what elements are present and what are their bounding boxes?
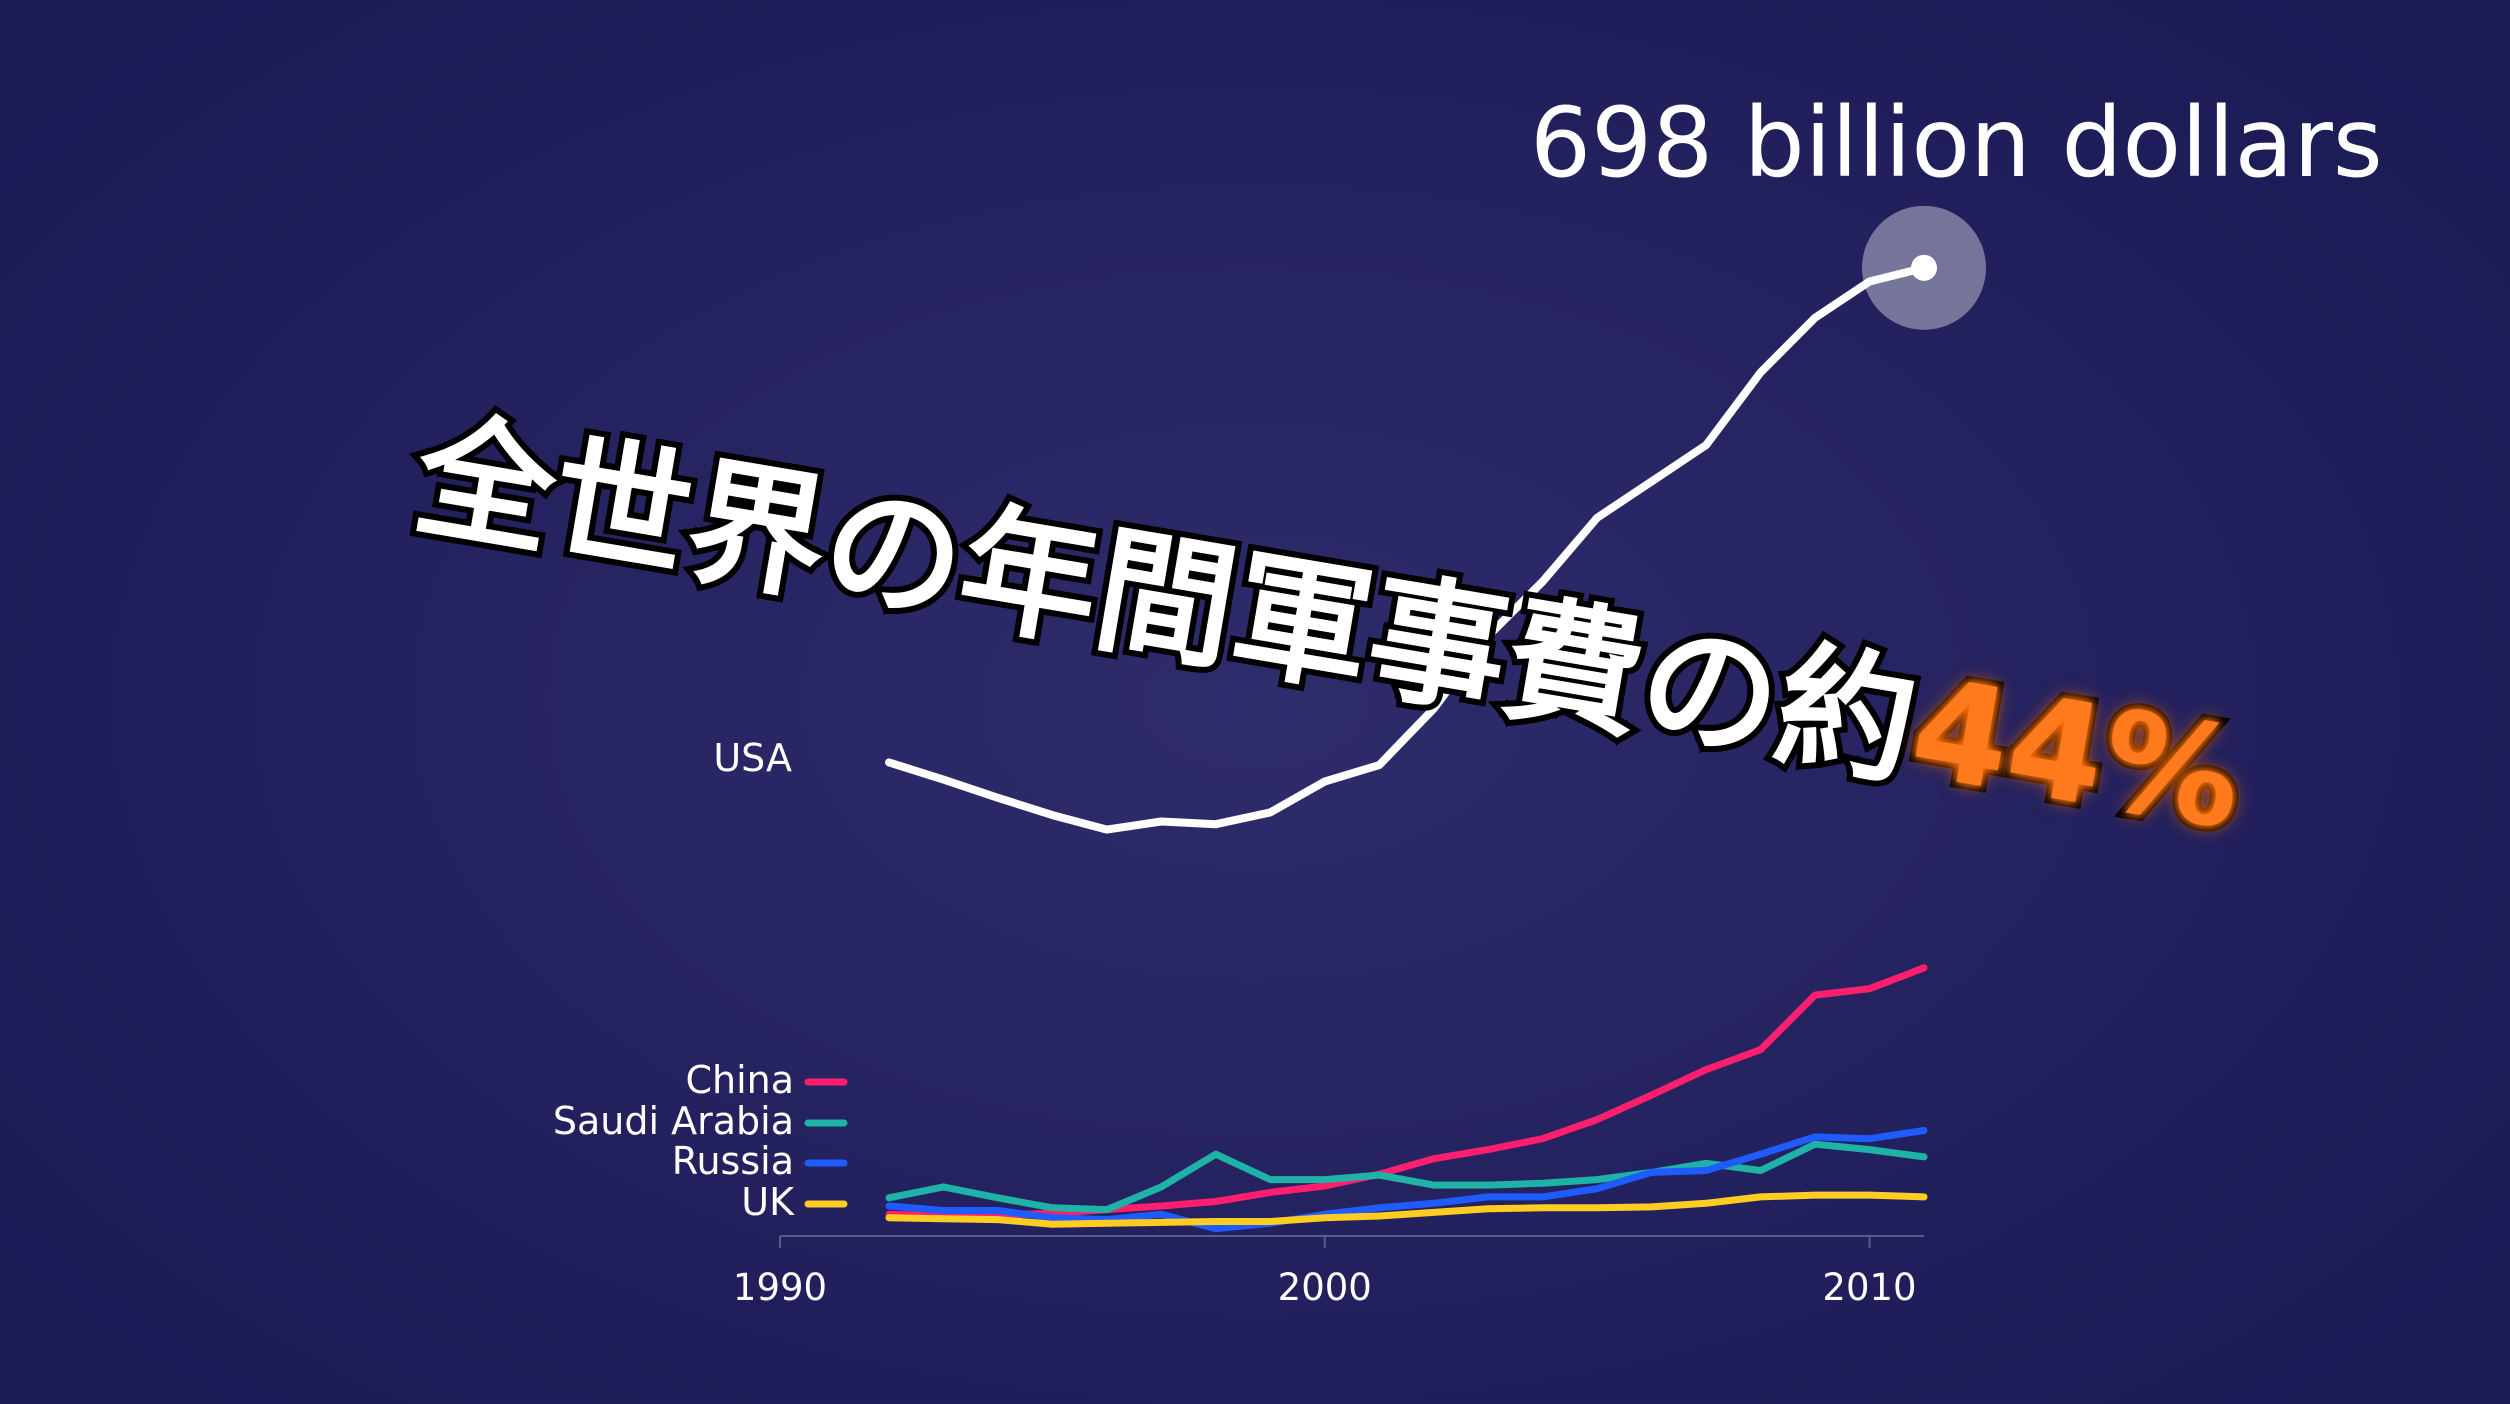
series-line-saudi-arabia bbox=[885, 1140, 1928, 1214]
series-line-usa bbox=[885, 263, 1928, 834]
series-label-saudi-arabia: Saudi Arabia bbox=[552, 1099, 794, 1143]
x-tick-label-2000: 2000 bbox=[1277, 1266, 1372, 1309]
series-label-uk: UK bbox=[741, 1180, 794, 1224]
x-tick-label-1990: 1990 bbox=[732, 1266, 828, 1309]
series-line-china bbox=[885, 964, 1928, 1220]
series-label-china: China bbox=[685, 1058, 794, 1102]
series-label-usa: USA bbox=[713, 736, 792, 781]
series-line-russia bbox=[885, 1127, 1928, 1233]
series-line-uk bbox=[885, 1191, 1928, 1228]
series-label-russia: Russia bbox=[671, 1139, 794, 1183]
highlight-point bbox=[1911, 254, 1937, 281]
highlight-annotation: 698 billion dollars bbox=[1530, 87, 2383, 199]
x-tick-label-2010: 2010 bbox=[1822, 1266, 1917, 1309]
